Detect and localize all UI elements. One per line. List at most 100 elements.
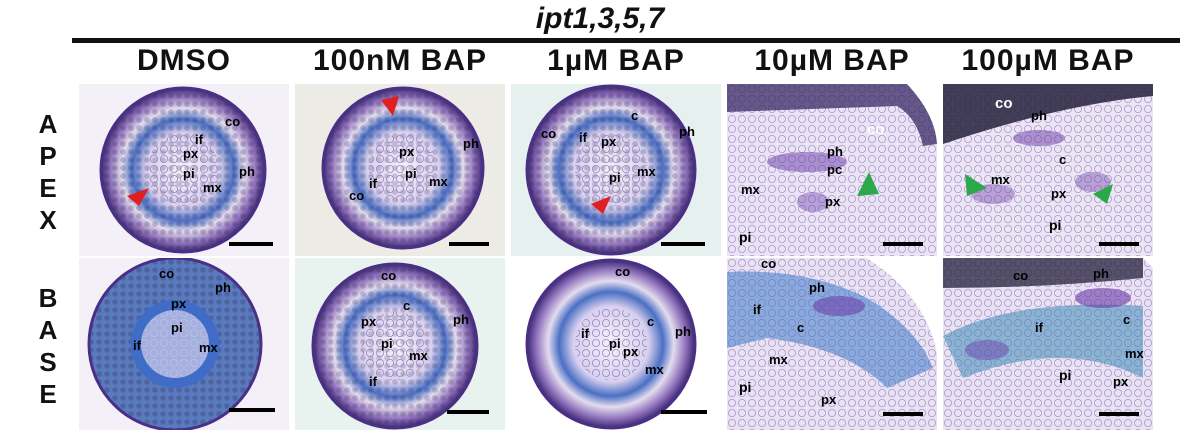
micrograph-apex-100nm: px pi if co mx ph [295,84,505,256]
label-if: if [133,338,142,353]
label-mx: mx [199,340,219,355]
label-co: co [159,266,174,281]
label-pi: pi [739,379,751,395]
micrograph-apex-dmso: co if px pi mx ph [79,84,289,256]
panel-apex-10um: co ph pc mx px pi [727,84,937,256]
scale-bar [229,242,273,246]
label-px: px [1051,186,1067,201]
title-rule [72,38,1180,43]
label-if: if [369,176,378,191]
column-header-100um-bap: 100µM BAP [961,44,1135,77]
panel-apex-100um: co ph c mx px pi [943,84,1153,256]
label-mx: mx [203,180,223,195]
column-header-1um-bap: 1µM BAP [547,44,685,77]
label-pc: pc [827,162,842,177]
label-co: co [761,258,776,271]
label-c: c [631,108,638,123]
label-if: if [753,302,762,317]
label-ph: ph [679,124,695,139]
row-label-base: B A S E [38,283,58,409]
row-label-apex: A P E X [38,109,58,235]
label-mx: mx [637,164,657,179]
label-co: co [225,114,240,129]
label-if: if [369,374,378,389]
label-ph: ph [239,164,255,179]
micrograph-base-100nm: co c px ph pi mx if [295,258,505,430]
label-if: if [1035,320,1044,335]
label-mx: mx [429,174,449,189]
scale-bar [883,242,923,246]
micrograph-base-dmso: co ph px pi if mx [79,258,289,430]
micrograph-apex-1um: co if c px ph pi mx [511,84,721,256]
label-pi: pi [183,166,195,181]
label-pi: pi [1059,367,1071,383]
arrow-green [1093,184,1113,204]
label-mx: mx [645,362,665,377]
label-ph: ph [453,312,469,327]
micrograph-base-100um: co ph if c mx pi px [943,258,1153,430]
panel-apex-100nm: px pi if co mx ph [295,84,505,256]
label-pi: pi [609,336,621,351]
arrow-red [127,188,149,206]
label-pi: pi [171,320,183,335]
arrow-red [591,196,611,214]
label-co: co [995,95,1013,112]
label-pi: pi [1049,217,1061,233]
label-ph: ph [827,144,843,159]
column-header-100nm-bap: 100nM BAP [312,44,488,77]
label-if: if [581,326,590,341]
label-pi: pi [609,170,621,185]
label-px: px [821,392,837,407]
micrograph-apex-10um: co ph pc mx px pi [727,84,937,256]
label-ph: ph [215,280,231,295]
label-px: px [601,134,617,149]
panel-base-100um: co ph if c mx pi px [943,258,1153,430]
scale-bar [661,242,705,246]
label-co: co [1013,268,1028,283]
label-px: px [183,146,199,161]
label-mx: mx [1125,346,1145,361]
label-c: c [647,314,654,329]
label-mx: mx [409,348,429,363]
scale-bar [883,412,923,416]
label-c: c [797,320,804,335]
label-mx: mx [769,352,789,367]
arrow-red [381,96,399,116]
label-co: co [615,264,630,279]
panel-apex-dmso: co if px pi mx ph [79,84,289,256]
panel-base-dmso: co ph px pi if mx [79,258,289,430]
arrow-green [965,174,987,196]
label-ph: ph [463,136,479,151]
label-co: co [381,268,396,283]
label-mx: mx [741,182,761,197]
scale-bar [1099,242,1139,246]
figure-title: ipt1,3,5,7 [535,2,665,35]
label-co: co [541,126,556,141]
label-ph: ph [809,280,825,295]
label-co: co [867,121,885,138]
label-px: px [399,144,415,159]
label-px: px [171,296,187,311]
label-c: c [403,298,410,313]
panel-base-10um: co ph if c mx pi px [727,258,937,430]
column-header-10um-bap: 10µM BAP [754,44,910,77]
arrow-green [857,172,879,196]
label-pi: pi [381,336,393,351]
label-px: px [623,344,639,359]
scale-bar [449,242,489,246]
column-header-dmso: DMSO [137,44,231,77]
panel-base-100nm: co c px ph pi mx if [295,258,505,430]
label-px: px [825,194,841,209]
label-pi: pi [739,229,751,245]
micrograph-base-1um: co c ph if pi px mx [511,258,721,430]
label-co: co [349,188,364,203]
label-c: c [1059,152,1066,167]
scale-bar [229,408,275,412]
scale-bar [447,410,489,414]
micrograph-apex-100um: co ph c mx px pi [943,84,1153,256]
label-if: if [195,132,204,147]
label-ph: ph [1031,108,1047,123]
label-mx: mx [991,172,1011,187]
panel-base-1um: co c ph if pi px mx [511,258,721,430]
label-ph: ph [1093,266,1109,281]
